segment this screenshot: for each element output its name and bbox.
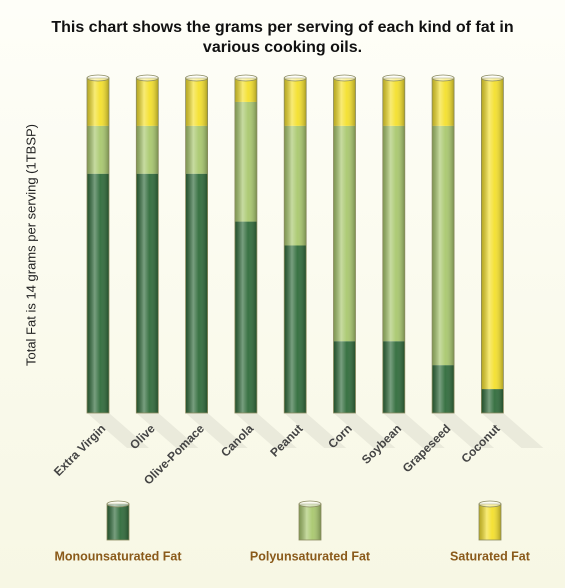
- bar-shadow: [333, 413, 396, 448]
- bar-cap: [480, 74, 504, 82]
- legend-label: Monounsaturated Fat: [54, 549, 182, 563]
- bar-cap: [431, 74, 455, 82]
- bar-shadow: [185, 413, 248, 448]
- bar-gloss: [185, 77, 209, 414]
- bar-shadow: [481, 413, 544, 448]
- bar-gloss: [86, 77, 110, 414]
- bar-cap: [135, 74, 159, 82]
- bar-shadow: [136, 413, 199, 448]
- bar-cap: [333, 74, 356, 82]
- bar-shadow: [234, 413, 297, 448]
- legend-label: Polyunsaturated Fat: [250, 549, 371, 563]
- bar-gloss: [283, 77, 307, 414]
- legend-cap: [298, 500, 322, 508]
- chart-title: This chart shows the grams per serving o…: [51, 19, 514, 56]
- legend-cap: [478, 500, 502, 508]
- legend-gloss: [478, 503, 502, 541]
- x-tick-label: Extra Virgin: [51, 421, 108, 478]
- bar-gloss: [431, 77, 455, 414]
- y-axis-label: Total Fat is 14 grams per serving (1TBSP…: [23, 124, 38, 366]
- bar-gloss: [333, 77, 356, 414]
- bar-cap: [382, 74, 406, 82]
- bar-shadow: [284, 413, 347, 448]
- bar-gloss: [234, 77, 258, 414]
- legend-gloss: [298, 503, 322, 541]
- bar-shadow: [87, 413, 149, 448]
- legend-label: Saturated Fat: [450, 549, 531, 563]
- bar-shadow: [432, 413, 495, 448]
- bar-cap: [86, 74, 110, 82]
- legend-gloss: [106, 503, 130, 541]
- bar-gloss: [480, 77, 504, 414]
- bar-gloss: [382, 77, 406, 414]
- bar-shadow: [382, 413, 445, 448]
- bar-cap: [283, 74, 307, 82]
- bar-cap: [234, 74, 258, 82]
- bar-cap: [185, 74, 209, 82]
- bar-gloss: [135, 77, 159, 414]
- legend-cap: [106, 500, 130, 508]
